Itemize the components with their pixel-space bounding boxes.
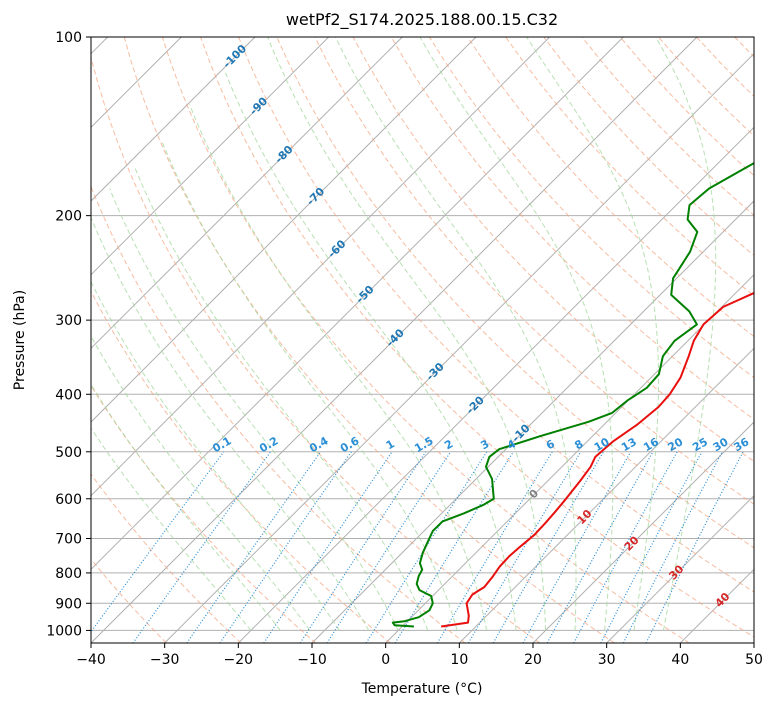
axis-ticks: −40 −30 −20 −10 0 10 20 30 40 50 100 200 300 400 500 60… — [46, 30, 763, 668]
moist-adiabat — [161, 141, 458, 631]
x-tick-label: 30 — [598, 652, 616, 668]
isotherm-line — [91, 37, 698, 643]
y-tick-label: 700 — [55, 532, 82, 548]
moist-adiabat — [526, 37, 659, 631]
moist-adiabat — [91, 280, 340, 631]
moist-adiabat — [225, 72, 517, 631]
mixing-ratio-line — [467, 451, 582, 643]
dry-adiabat — [428, 37, 754, 379]
chart-title: wetPf2_S174.2025.188.00.15.C32 — [286, 10, 558, 30]
mixing-ratio-line — [645, 451, 744, 643]
isotherm-line — [91, 37, 551, 497]
dry-adiabat — [91, 55, 541, 643]
mixing-ratio-line — [91, 451, 225, 633]
mixing-ratio-line — [132, 451, 272, 643]
isotherm-line — [385, 273, 754, 643]
mixing-ratio-line — [263, 451, 393, 643]
moist-adiabat — [334, 37, 577, 631]
dry-adiabat — [276, 37, 754, 549]
mixing-ratio-line — [186, 451, 322, 643]
y-tick-label: 600 — [55, 492, 82, 508]
background-lines — [91, 37, 754, 643]
moist-adiabat — [91, 427, 252, 631]
moist-adiabat — [133, 165, 429, 631]
moist-adiabat — [189, 104, 488, 631]
y-tick-label: 1000 — [46, 623, 82, 639]
dry-adiabat — [91, 558, 167, 643]
isotherm-line — [532, 421, 754, 643]
dry-adiabat — [91, 473, 242, 643]
y-tick-label: 900 — [55, 596, 82, 612]
moist-adiabat — [91, 335, 311, 631]
dry-adiabat — [91, 290, 391, 643]
dry-adiabat — [352, 37, 754, 463]
isotherm-line — [458, 347, 754, 643]
y-tick-label: 500 — [55, 445, 82, 461]
y-axis-label: Pressure (hPa) — [12, 290, 28, 390]
x-tick-label: 0 — [381, 652, 390, 668]
mixing-ratio-line — [436, 451, 553, 643]
isotherm-line — [91, 37, 330, 276]
x-tick-label: 40 — [671, 652, 689, 668]
y-tick-label: 200 — [55, 209, 82, 225]
moist-adiabat — [655, 37, 717, 631]
mixing-ratio-line — [299, 451, 427, 643]
isotherm-line — [91, 37, 256, 202]
dry-adiabat — [123, 37, 615, 643]
y-tick-label: 400 — [55, 387, 82, 403]
y-tick-label: 300 — [55, 313, 82, 329]
profile-lines — [391, 161, 754, 628]
dry-adiabat — [91, 185, 466, 643]
isotherm-line — [91, 37, 477, 423]
isotherm-line — [606, 494, 754, 643]
dry-adiabat — [200, 37, 754, 638]
dry-adiabat — [505, 37, 754, 297]
x-tick-label: 10 — [450, 652, 468, 668]
x-tick-label: −10 — [297, 652, 327, 668]
moist-adiabat — [419, 37, 614, 631]
dewpoint-line — [391, 161, 754, 628]
dry-adiabat — [238, 37, 754, 593]
moist-adiabat — [91, 216, 370, 631]
moist-adiabat — [109, 188, 399, 631]
y-tick-label: 100 — [55, 30, 82, 46]
isotherm-line — [311, 200, 754, 643]
moist-adiabat — [267, 37, 547, 631]
mixing-ratio-line — [326, 451, 452, 643]
mixing-ratio-line — [546, 451, 654, 643]
x-tick-label: 50 — [745, 652, 763, 668]
x-tick-label: −20 — [224, 652, 254, 668]
x-tick-label: 20 — [524, 652, 542, 668]
dry-adiabat — [161, 37, 690, 643]
isotherm-line — [91, 37, 403, 350]
temperature-line — [441, 291, 754, 628]
x-tick-label: −40 — [76, 652, 106, 668]
y-tick-label: 800 — [55, 566, 82, 582]
x-axis-label: Temperature (°C) — [361, 681, 483, 697]
mixing-ratio-line — [622, 451, 723, 643]
isotherm-line — [91, 37, 624, 571]
x-tick-label: −30 — [150, 652, 180, 668]
plot-frame — [90, 36, 755, 644]
isotherm-line — [237, 126, 754, 643]
mixing-ratio-line — [365, 451, 488, 643]
isotherm-line — [164, 52, 754, 643]
